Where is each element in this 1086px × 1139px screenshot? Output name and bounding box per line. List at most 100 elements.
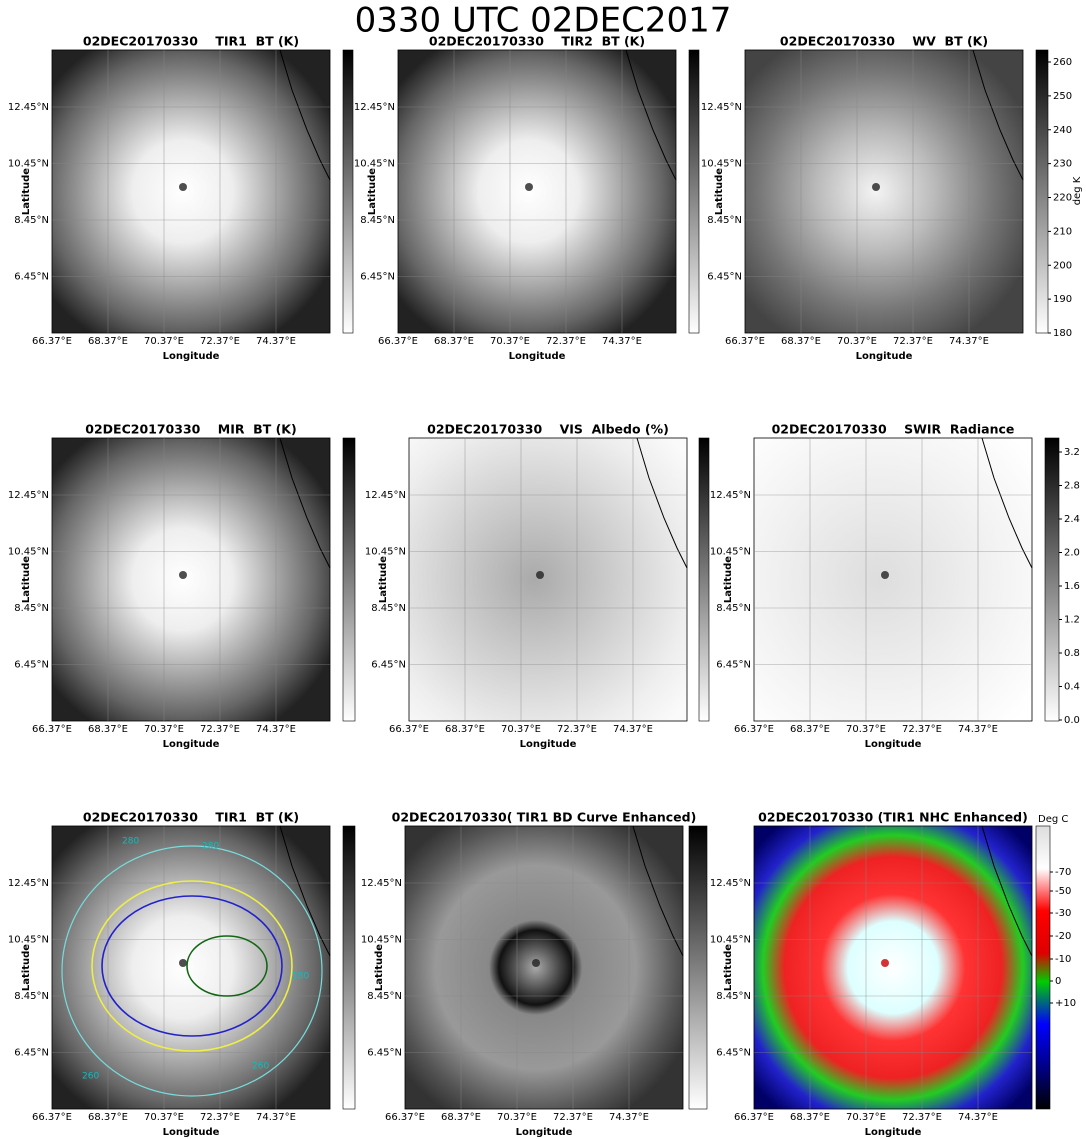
colorbar-tick-label: 180	[1053, 328, 1072, 339]
y-tick-label: 10.45°N	[361, 935, 402, 946]
colorbar	[698, 437, 710, 722]
x-tick-label: 66.37°E	[734, 724, 774, 735]
contour-line	[61, 845, 323, 1097]
image-frame	[404, 825, 684, 1110]
satellite-image	[398, 50, 676, 333]
contour-label: 280	[202, 842, 219, 852]
satellite-image	[52, 826, 330, 1109]
y-axis-label: Latitude	[21, 556, 32, 603]
contour-line	[186, 935, 268, 997]
panel-title: 02DEC20170330 TIR2 BT (K)	[429, 34, 645, 49]
y-tick-label: 12.45°N	[8, 102, 49, 113]
x-tick-label: 70.37°E	[497, 1112, 537, 1123]
x-axis-label: Longitude	[516, 1127, 573, 1138]
y-tick-label: 12.45°N	[8, 490, 49, 501]
colorbar-tick-label: -50	[1055, 886, 1071, 897]
y-axis-label: Latitude	[21, 944, 32, 991]
storm-eye	[179, 571, 187, 579]
y-tick-label: 6.45°N	[14, 660, 49, 671]
image-frame	[753, 825, 1033, 1110]
x-tick-label: 66.37°E	[32, 1112, 72, 1123]
image-frame	[744, 49, 1024, 334]
colorbar	[1035, 825, 1051, 1110]
y-tick-label: 8.45°N	[360, 215, 395, 226]
x-tick-label: 74.37°E	[256, 724, 296, 735]
x-tick-label: 70.37°E	[846, 724, 886, 735]
colorbar	[688, 825, 708, 1110]
x-tick-label: 74.37°E	[256, 336, 296, 347]
y-tick-label: 12.45°N	[710, 490, 751, 501]
colorbar-tick-label: 220	[1053, 193, 1072, 204]
x-tick-label: 68.37°E	[88, 1112, 128, 1123]
x-tick-label: 68.37°E	[781, 336, 821, 347]
image-frame	[51, 825, 331, 1110]
x-tick-label: 68.37°E	[88, 724, 128, 735]
y-tick-label: 12.45°N	[361, 878, 402, 889]
colorbar-tick-label: 1.2	[1064, 615, 1080, 626]
storm-eye	[532, 959, 540, 967]
colorbar	[342, 437, 356, 722]
y-tick-label: 12.45°N	[701, 102, 742, 113]
satellite-image	[52, 50, 330, 333]
x-tick-label: 72.37°E	[200, 1112, 240, 1123]
colorbar-label: Deg C	[1038, 814, 1068, 825]
x-tick-label: 66.37°E	[725, 336, 765, 347]
y-tick-label: 8.45°N	[707, 215, 742, 226]
storm-eye	[179, 183, 187, 191]
x-tick-label: 70.37°E	[846, 1112, 886, 1123]
y-tick-label: 8.45°N	[14, 215, 49, 226]
x-tick-label: 70.37°E	[144, 336, 184, 347]
satellite-image	[754, 438, 1032, 721]
x-tick-label: 68.37°E	[88, 336, 128, 347]
x-axis-label: Longitude	[520, 739, 577, 750]
x-tick-label: 74.37°E	[949, 336, 989, 347]
x-axis-label: Longitude	[865, 739, 922, 750]
x-axis-label: Longitude	[163, 739, 220, 750]
coastline	[279, 437, 331, 569]
x-tick-label: 72.37°E	[200, 724, 240, 735]
y-tick-label: 6.45°N	[716, 660, 751, 671]
colorbar-tick-label: -70	[1055, 867, 1071, 878]
x-tick-label: 72.37°E	[546, 336, 586, 347]
y-tick-label: 6.45°N	[360, 272, 395, 283]
x-tick-label: 66.37°E	[32, 724, 72, 735]
y-tick-label: 12.45°N	[365, 490, 406, 501]
colorbar-tick-label: 2.8	[1064, 481, 1080, 492]
x-tick-label: 72.37°E	[557, 724, 597, 735]
colorbar-tick-label: 3.2	[1064, 447, 1080, 458]
y-tick-label: 10.45°N	[8, 159, 49, 170]
colorbar	[688, 49, 700, 334]
y-axis-label: Latitude	[714, 168, 725, 215]
x-tick-label: 72.37°E	[200, 336, 240, 347]
colorbar-tick-label: -20	[1055, 931, 1071, 942]
colorbar-tick-label: 0	[1055, 976, 1061, 987]
x-tick-label: 70.37°E	[490, 336, 530, 347]
colorbar-tick-label: 2.4	[1064, 514, 1080, 525]
figure-title: 0330 UTC 02DEC2017	[355, 1, 732, 41]
panel-title: 02DEC20170330 (TIR1 NHC Enhanced)	[758, 810, 1028, 825]
y-tick-label: 6.45°N	[371, 660, 406, 671]
y-axis-label: Latitude	[378, 556, 389, 603]
image-frame	[397, 49, 677, 334]
x-tick-label: 74.37°E	[609, 1112, 649, 1123]
panel-title: 02DEC20170330 VIS Albedo (%)	[427, 422, 669, 437]
colorbar	[1035, 49, 1049, 334]
x-tick-label: 74.37°E	[958, 724, 998, 735]
storm-eye	[525, 183, 533, 191]
colorbar-tick-label: -30	[1055, 908, 1071, 919]
colorbar-tick-label: 250	[1053, 91, 1072, 102]
y-axis-label: Latitude	[723, 944, 734, 991]
y-axis-label: Latitude	[367, 168, 378, 215]
x-axis-label: Longitude	[856, 351, 913, 362]
coastline	[972, 49, 1024, 181]
x-tick-label: 68.37°E	[445, 724, 485, 735]
image-frame	[51, 49, 331, 334]
y-tick-label: 10.45°N	[701, 159, 742, 170]
x-tick-label: 72.37°E	[902, 1112, 942, 1123]
storm-eye	[881, 959, 889, 967]
y-tick-label: 10.45°N	[365, 547, 406, 558]
y-tick-label: 8.45°N	[14, 603, 49, 614]
y-tick-label: 8.45°N	[367, 991, 402, 1002]
colorbar-tick-label: 0.4	[1064, 682, 1080, 693]
